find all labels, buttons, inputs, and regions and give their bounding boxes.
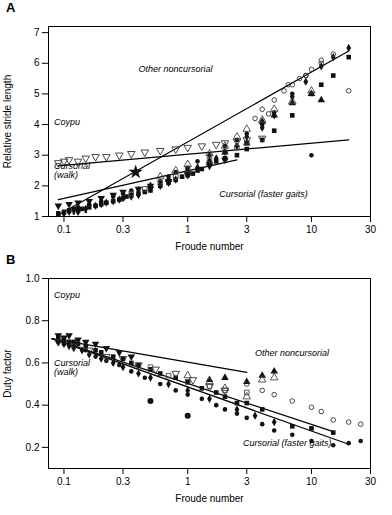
svg-text:Froude number: Froude number: [175, 493, 244, 504]
svg-text:3: 3: [34, 149, 40, 160]
svg-text:3: 3: [244, 476, 250, 487]
svg-text:0.2: 0.2: [26, 442, 40, 453]
svg-text:10: 10: [306, 224, 318, 235]
svg-text:Cursorial(walk): Cursorial(walk): [54, 358, 91, 377]
svg-text:1: 1: [34, 211, 40, 222]
svg-text:Cursorial (faster gaits): Cursorial (faster gaits): [219, 189, 308, 199]
svg-text:10: 10: [306, 476, 318, 487]
svg-text:Coypu: Coypu: [54, 290, 80, 300]
svg-text:0.1: 0.1: [57, 476, 71, 487]
svg-text:30: 30: [365, 224, 377, 235]
svg-text:1: 1: [185, 476, 191, 487]
svg-text:4: 4: [34, 119, 40, 130]
svg-text:Cursorial (faster gaits): Cursorial (faster gaits): [243, 438, 332, 448]
svg-text:0.6: 0.6: [26, 357, 40, 368]
svg-text:2: 2: [34, 180, 40, 191]
svg-text:Duty factor: Duty factor: [2, 349, 13, 398]
html-text:A: A: [6, 0, 16, 15]
svg-text:6: 6: [34, 57, 40, 68]
svg-text:0.3: 0.3: [116, 476, 130, 487]
svg-text:0.1: 0.1: [57, 224, 71, 235]
svg-text:7: 7: [34, 27, 40, 38]
svg-text:0.4: 0.4: [26, 399, 40, 410]
svg-text:Other noncursorial: Other noncursorial: [255, 348, 330, 358]
svg-text:Relative stride length: Relative stride length: [2, 75, 13, 168]
svg-text:Froude number: Froude number: [175, 241, 244, 252]
svg-text:30: 30: [365, 476, 377, 487]
svg-text:0.8: 0.8: [26, 315, 40, 326]
svg-text:1: 1: [185, 224, 191, 235]
svg-text:3: 3: [244, 224, 250, 235]
svg-text:Other noncursorial: Other noncursorial: [138, 64, 213, 74]
svg-text:Coypu: Coypu: [54, 117, 80, 127]
svg-text:5: 5: [34, 88, 40, 99]
svg-text:0.3: 0.3: [116, 224, 130, 235]
html-text:B: B: [6, 252, 16, 267]
svg-text:1.0: 1.0: [26, 273, 40, 284]
svg-text:Cursorial(walk): Cursorial(walk): [54, 161, 91, 180]
